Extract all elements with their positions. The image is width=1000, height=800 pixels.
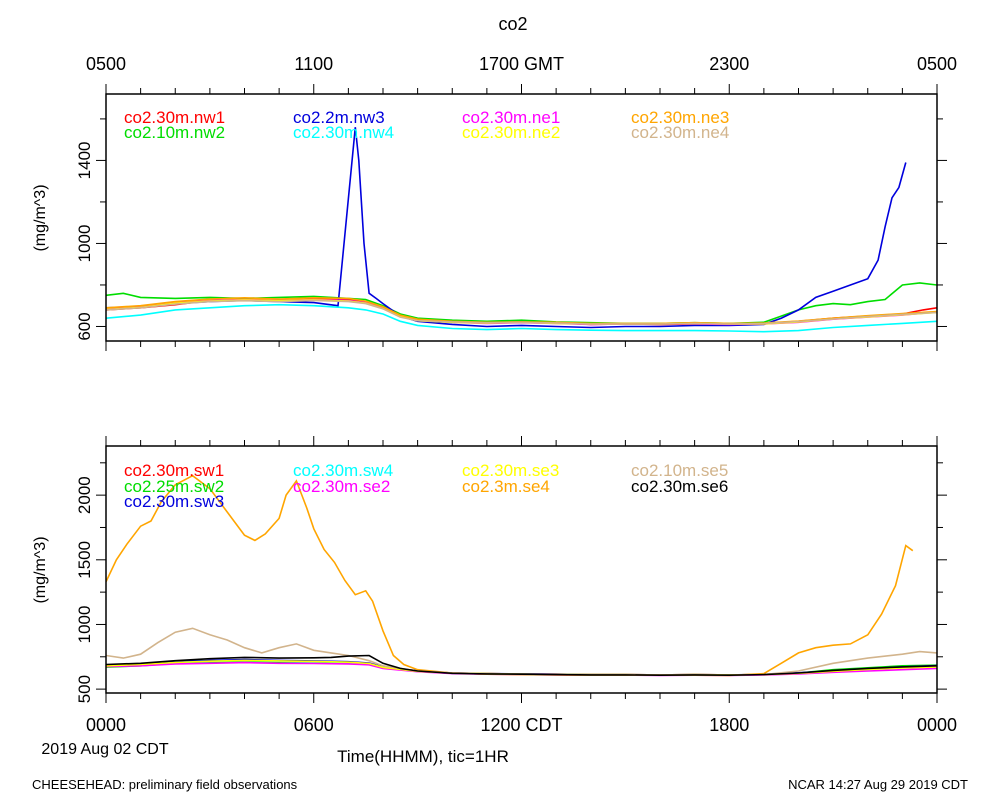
- top-y-axis-label: (mg/m^3): [32, 184, 49, 251]
- x-tick-label: 0500: [917, 54, 957, 74]
- legend-entry: co2.10m.se5: [631, 461, 728, 480]
- legend-entry: co2.30m.nw4: [293, 123, 394, 142]
- legend-entry: co2.30m.ne1: [462, 108, 560, 127]
- y-tick-label: 1000: [75, 606, 94, 644]
- legend-entry: co2.30m.sw3: [124, 492, 224, 511]
- y-tick-label: 1500: [75, 541, 94, 579]
- legend-entry: co2.10m.nw2: [124, 123, 225, 142]
- y-tick-label: 2000: [75, 476, 94, 514]
- x-tick-label: 0500: [86, 54, 126, 74]
- legend-entry: co2.2m.nw3: [293, 108, 385, 127]
- series-line-co2-30m-se6: [106, 654, 937, 677]
- y-tick-label: 1000: [75, 225, 94, 263]
- top-plot-frame: [105, 93, 938, 342]
- series-line-co2-2m-nw3: [106, 127, 907, 329]
- y-tick-label: 1400: [75, 142, 94, 180]
- x-tick-label: 1200 CDT: [480, 715, 562, 735]
- x-tick-label: 1800: [709, 715, 749, 735]
- bottom-panel: (mg/m^3) 0000 0600 1200 CDT 1800 0000 500 100…: [32, 436, 957, 766]
- footer-left: CHEESEHEAD: preliminary field observatio…: [32, 777, 298, 792]
- x-axis-label: Time(HHMM), tic=1HR: [337, 747, 509, 766]
- x-tick-label: 0000: [917, 715, 957, 735]
- legend-entry: co2.25m.sw2: [124, 477, 224, 496]
- legend-entry: co2.30m.sw4: [293, 461, 393, 480]
- bottom-series-lines: [106, 474, 937, 677]
- x-tick-label: 0000: [86, 715, 126, 735]
- legend-entry: co2.30m.ne4: [631, 123, 729, 142]
- legend-entry: co2.30m.se6: [631, 477, 728, 496]
- x-tick-label: 0600: [294, 715, 334, 735]
- series-line-co2-30m-ne4: [106, 299, 937, 325]
- x-tick-label: 1100: [294, 54, 333, 74]
- chart-title: co2: [498, 14, 527, 34]
- legend-entry: co2.30m.ne2: [462, 123, 560, 142]
- series-line-co2-3m-se4: [106, 474, 914, 677]
- legend-entry: co2.30m.se2: [293, 477, 390, 496]
- legend-entry: co2.30m.se3: [462, 461, 559, 480]
- bottom-plot-frame: [105, 445, 938, 694]
- x-tick-label: 2300: [709, 54, 749, 74]
- legend-entry: co2.30m.nw1: [124, 108, 225, 127]
- date-label: 2019 Aug 02 CDT: [41, 741, 168, 758]
- y-tick-label: 600: [75, 312, 94, 340]
- bottom-y-axis-label: (mg/m^3): [32, 536, 49, 603]
- y-tick-label: 500: [75, 675, 94, 703]
- legend-entry: co2.3m.se4: [462, 477, 550, 496]
- x-tick-label: 1700 GMT: [479, 54, 564, 74]
- legend-entry: co2.30m.sw1: [124, 461, 224, 480]
- top-series-lines: [106, 127, 937, 333]
- series-line-co2-30m-nw4: [106, 303, 937, 333]
- top-panel: co2 0500 1100 1700 GMT 2300 0500 (mg/m^3) 60…: [32, 14, 957, 351]
- legend-entry: co2.30m.ne3: [631, 108, 729, 127]
- footer-right: NCAR 14:27 Aug 29 2019 CDT: [788, 777, 968, 792]
